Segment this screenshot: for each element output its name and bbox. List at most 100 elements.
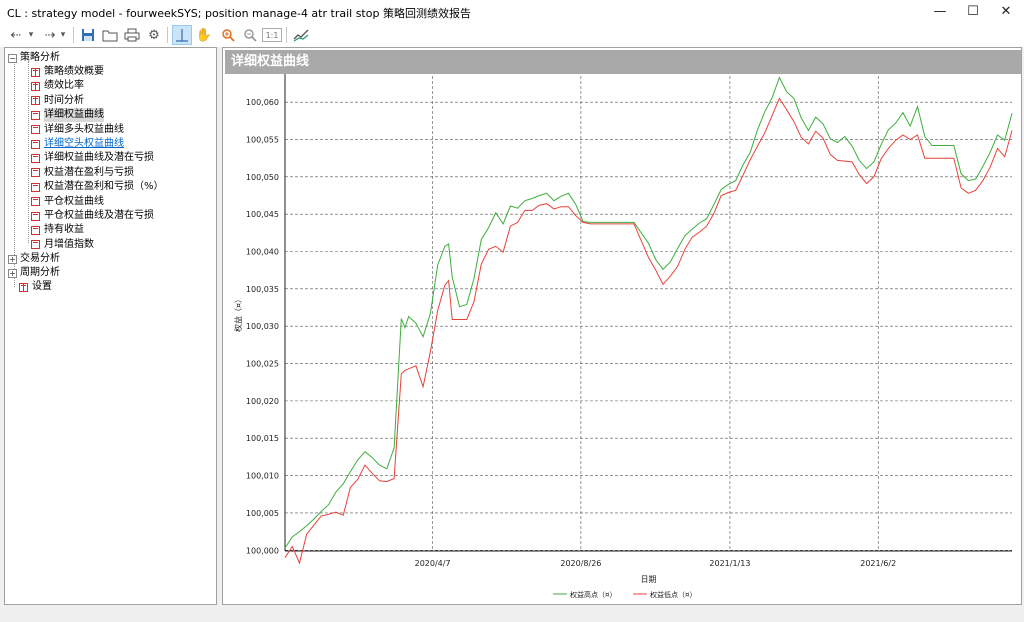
x-tick-label: 2020/8/26 bbox=[560, 559, 601, 568]
y-tick-label: 100,025 bbox=[246, 360, 279, 369]
tree-group-strategy-analysis[interactable]: − 策略分析 bbox=[8, 51, 60, 65]
expand-icon[interactable]: + bbox=[8, 254, 17, 264]
panel-title: 详细权益曲线 bbox=[225, 50, 1021, 74]
tree-item[interactable]: 权益潜在盈利与亏损 bbox=[31, 166, 134, 180]
back-arrow-icon[interactable]: ⇠ bbox=[10, 27, 22, 43]
tree-item[interactable]: 时间分析 bbox=[31, 94, 84, 108]
chart-report-icon bbox=[31, 211, 40, 221]
tree-item[interactable]: 详细多头权益曲线 bbox=[31, 123, 124, 137]
chart-report-icon bbox=[31, 168, 40, 178]
tree-item-label: 绩效比率 bbox=[44, 80, 84, 92]
tree-item[interactable]: 月增值指数 bbox=[31, 238, 94, 252]
zoom-in-icon[interactable] bbox=[218, 25, 238, 45]
y-tick-label: 100,000 bbox=[246, 546, 279, 555]
chart-report-icon bbox=[31, 240, 40, 250]
chart-report-icon bbox=[31, 153, 40, 163]
y-tick-label: 100,015 bbox=[246, 434, 279, 443]
tree-item-label: 月增值指数 bbox=[44, 238, 94, 250]
grid-report-icon bbox=[19, 282, 28, 292]
folder-icon[interactable] bbox=[100, 25, 120, 45]
tree-item[interactable]: 详细空头权益曲线 bbox=[31, 137, 124, 151]
legend-label: 权益低点（¤） bbox=[650, 590, 696, 599]
minimize-button[interactable]: — bbox=[933, 4, 947, 19]
tree-group-label: 周期分析 bbox=[20, 267, 60, 278]
y-tick-label: 100,010 bbox=[246, 472, 279, 481]
tree-item-label: 权益潜在盈利与亏损 bbox=[44, 166, 134, 178]
status-bar bbox=[0, 606, 1024, 622]
tree-connector bbox=[14, 61, 15, 287]
y-tick-label: 100,060 bbox=[246, 98, 279, 107]
tree-item[interactable]: 绩效比率 bbox=[31, 79, 84, 93]
title-bar: CL : strategy model - fourweekSYS; posit… bbox=[0, 0, 1024, 23]
tree-group-period-analysis[interactable]: + 周期分析 bbox=[8, 266, 60, 280]
tree-item-label: 平仓权益曲线及潜在亏损 bbox=[44, 210, 154, 221]
chart-report-icon bbox=[31, 139, 40, 149]
forward-arrow-icon[interactable]: ⇢ bbox=[44, 27, 56, 43]
tree-item-label: 详细多头权益曲线 bbox=[44, 123, 124, 135]
tree-item-label: 详细权益曲线及潜在亏损 bbox=[44, 152, 154, 164]
hand-pan-icon[interactable]: ✋ bbox=[195, 27, 213, 43]
legend-label: 权益高点（¤） bbox=[570, 590, 616, 599]
chart-panel: 详细权益曲线 100,000 100,005 100,010 100,015 100,0… bbox=[222, 47, 1022, 605]
grid-report-icon bbox=[31, 96, 40, 106]
y-tick-label: 100,050 bbox=[246, 173, 279, 182]
grid-report-icon bbox=[31, 67, 40, 77]
crosshair-icon[interactable] bbox=[172, 25, 192, 45]
y-tick-label: 100,055 bbox=[246, 135, 279, 144]
x-tick-label: 2020/4/7 bbox=[415, 559, 451, 568]
close-button[interactable]: ✕ bbox=[1000, 4, 1012, 19]
chart-report-icon bbox=[31, 225, 40, 235]
toolbar-separator bbox=[286, 27, 287, 43]
y-tick-label: 100,040 bbox=[246, 248, 279, 257]
tree-item[interactable]: 持有收益 bbox=[31, 223, 84, 237]
tree-item[interactable]: 平仓权益曲线 bbox=[31, 195, 104, 209]
series-line-equity-low bbox=[284, 97, 1013, 565]
toolbar-separator bbox=[73, 27, 74, 43]
tree-item-label: 权益潜在盈利和亏损（%） bbox=[44, 181, 164, 193]
tree-item-settings[interactable]: 设置 bbox=[19, 280, 52, 294]
y-tick-label: 100,035 bbox=[246, 285, 279, 294]
x-tick-label: 2021/1/13 bbox=[709, 559, 750, 568]
chart-report-icon bbox=[31, 110, 40, 120]
toolbar-separator bbox=[167, 27, 168, 43]
tree-item-label: 时间分析 bbox=[44, 94, 84, 106]
tree-group-label: 交易分析 bbox=[20, 253, 60, 264]
y-tick-label: 100,020 bbox=[246, 397, 279, 406]
window-title: CL : strategy model - fourweekSYS; posit… bbox=[7, 7, 471, 20]
tree-item[interactable]: 详细权益曲线及潜在亏损 bbox=[31, 151, 154, 165]
chart-line-icon[interactable] bbox=[291, 25, 311, 45]
expand-icon[interactable]: + bbox=[8, 268, 17, 278]
x-axis-label: 日期 bbox=[641, 575, 657, 584]
tree-item[interactable]: 平仓权益曲线及潜在亏损 bbox=[31, 209, 154, 223]
tree-group-label: 策略分析 bbox=[20, 52, 60, 63]
tree-item-label: 详细空头权益曲线 bbox=[44, 138, 124, 149]
equity-curve-chart[interactable]: 100,000 100,005 100,010 100,015 100,020 100,0… bbox=[223, 48, 1023, 606]
zoom-out-icon[interactable] bbox=[240, 25, 260, 45]
grid-report-icon bbox=[31, 81, 40, 91]
history-dropdown-icon[interactable]: ▾ bbox=[28, 30, 34, 40]
maximize-button[interactable]: ☐ bbox=[967, 4, 979, 19]
tree-item[interactable]: 权益潜在盈利和亏损（%） bbox=[31, 180, 164, 194]
y-tick-label: 100,030 bbox=[246, 322, 279, 331]
chart-report-icon bbox=[31, 125, 40, 135]
print-icon[interactable] bbox=[122, 25, 142, 45]
tree-item[interactable]: 策略绩效概要 bbox=[31, 65, 104, 79]
tree-group-trade-analysis[interactable]: + 交易分析 bbox=[8, 252, 60, 266]
tree-item-label: 平仓权益曲线 bbox=[44, 195, 104, 207]
tree-item-label: 详细权益曲线 bbox=[44, 108, 104, 123]
forward-dropdown-icon[interactable]: ▾ bbox=[60, 30, 66, 40]
save-icon[interactable] bbox=[78, 25, 98, 45]
collapse-icon[interactable]: − bbox=[8, 53, 17, 63]
fit-1-1-icon[interactable]: 1:1 bbox=[262, 28, 282, 42]
y-tick-label: 100,005 bbox=[246, 509, 279, 518]
series-line-equity-high bbox=[284, 76, 1013, 549]
x-tick-label: 2021/6/2 bbox=[860, 559, 896, 568]
tree-item-label: 持有收益 bbox=[44, 224, 84, 236]
toolbar: ⇠ ▾ ⇢ ▾ ⚙ ✋ 1:1 bbox=[0, 23, 1024, 47]
tree-connector bbox=[28, 61, 29, 243]
tree-item-label: 策略绩效概要 bbox=[44, 66, 104, 77]
settings-gear-icon[interactable]: ⚙ bbox=[148, 27, 160, 43]
navigation-tree: − 策略分析 策略绩效概要 绩效比率时间分析详细权益曲线 详细多头权益曲线 详细空头权… bbox=[4, 47, 217, 605]
tree-item[interactable]: 详细权益曲线 bbox=[31, 108, 104, 123]
